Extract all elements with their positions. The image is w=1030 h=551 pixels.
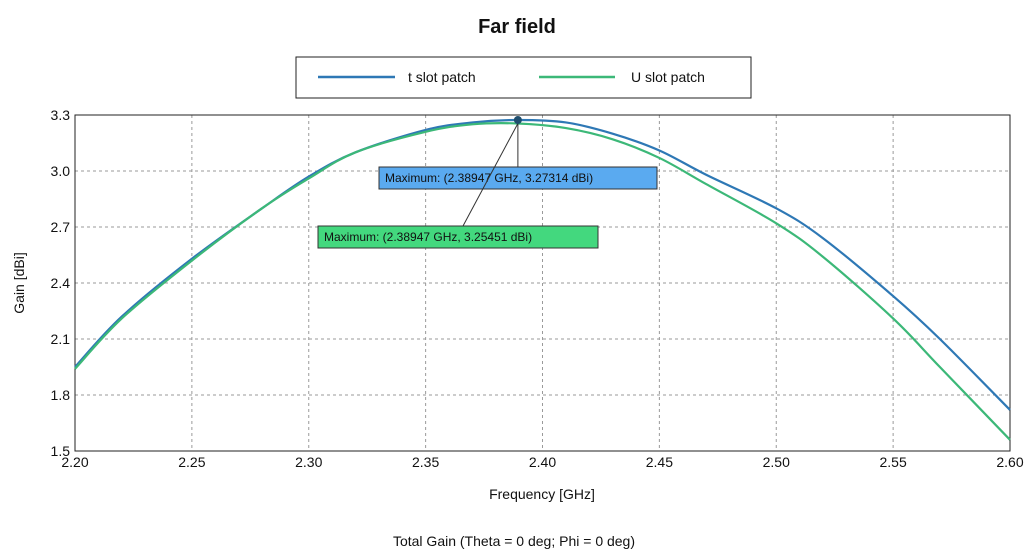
- x-tick-label: 2.45: [646, 454, 673, 470]
- x-tick-label: 2.20: [61, 454, 88, 470]
- x-tick-label: 2.60: [996, 454, 1023, 470]
- chart-title: Far field: [478, 16, 556, 38]
- y-tick-label: 2.7: [51, 219, 71, 235]
- x-axis-label: Frequency [GHz]: [489, 486, 595, 502]
- series-lines: [74, 118, 1011, 441]
- grid: [75, 115, 1010, 451]
- x-tick-label: 2.35: [412, 454, 439, 470]
- y-tick-label: 1.8: [51, 387, 71, 403]
- chart-caption: Total Gain (Theta = 0 deg; Phi = 0 deg): [393, 533, 635, 549]
- legend-label-u-slot: U slot patch: [631, 69, 705, 85]
- x-tick-label: 2.40: [529, 454, 556, 470]
- y-tick-labels: 1.5 1.8 2.1 2.4 2.7 3.0 3.3: [51, 107, 71, 459]
- y-tick-label: 2.4: [51, 275, 71, 291]
- annotations: Maximum: (2.38947 GHz, 3.27314 dBi)Maxim…: [317, 116, 658, 249]
- legend: t slot patch U slot patch: [295, 56, 752, 99]
- x-tick-label: 2.30: [295, 454, 322, 470]
- y-tick-label: 3.3: [51, 107, 71, 123]
- annotation-box-1: [317, 225, 599, 249]
- plot-frame: [74, 114, 1011, 452]
- annotation-label-1: Maximum: (2.38947 GHz, 3.25451 dBi): [324, 230, 532, 244]
- y-tick-label: 3.0: [51, 163, 71, 179]
- annotation-leader-1: [462, 123, 519, 227]
- annotation-box-0: [378, 166, 658, 190]
- x-tick-label: 2.25: [178, 454, 205, 470]
- x-tick-labels: 2.20 2.25 2.30 2.35 2.40 2.45 2.50 2.55 2.60: [61, 454, 1023, 470]
- y-tick-label: 1.5: [51, 443, 71, 459]
- y-axis-label: Gain [dBi]: [11, 252, 27, 313]
- series-line-u-slot-patch: [74, 122, 1011, 441]
- x-tick-label: 2.50: [763, 454, 790, 470]
- x-tick-label: 2.55: [880, 454, 907, 470]
- maximum-marker: [513, 116, 522, 125]
- y-tick-label: 2.1: [51, 331, 71, 347]
- legend-label-t-slot: t slot patch: [408, 69, 476, 85]
